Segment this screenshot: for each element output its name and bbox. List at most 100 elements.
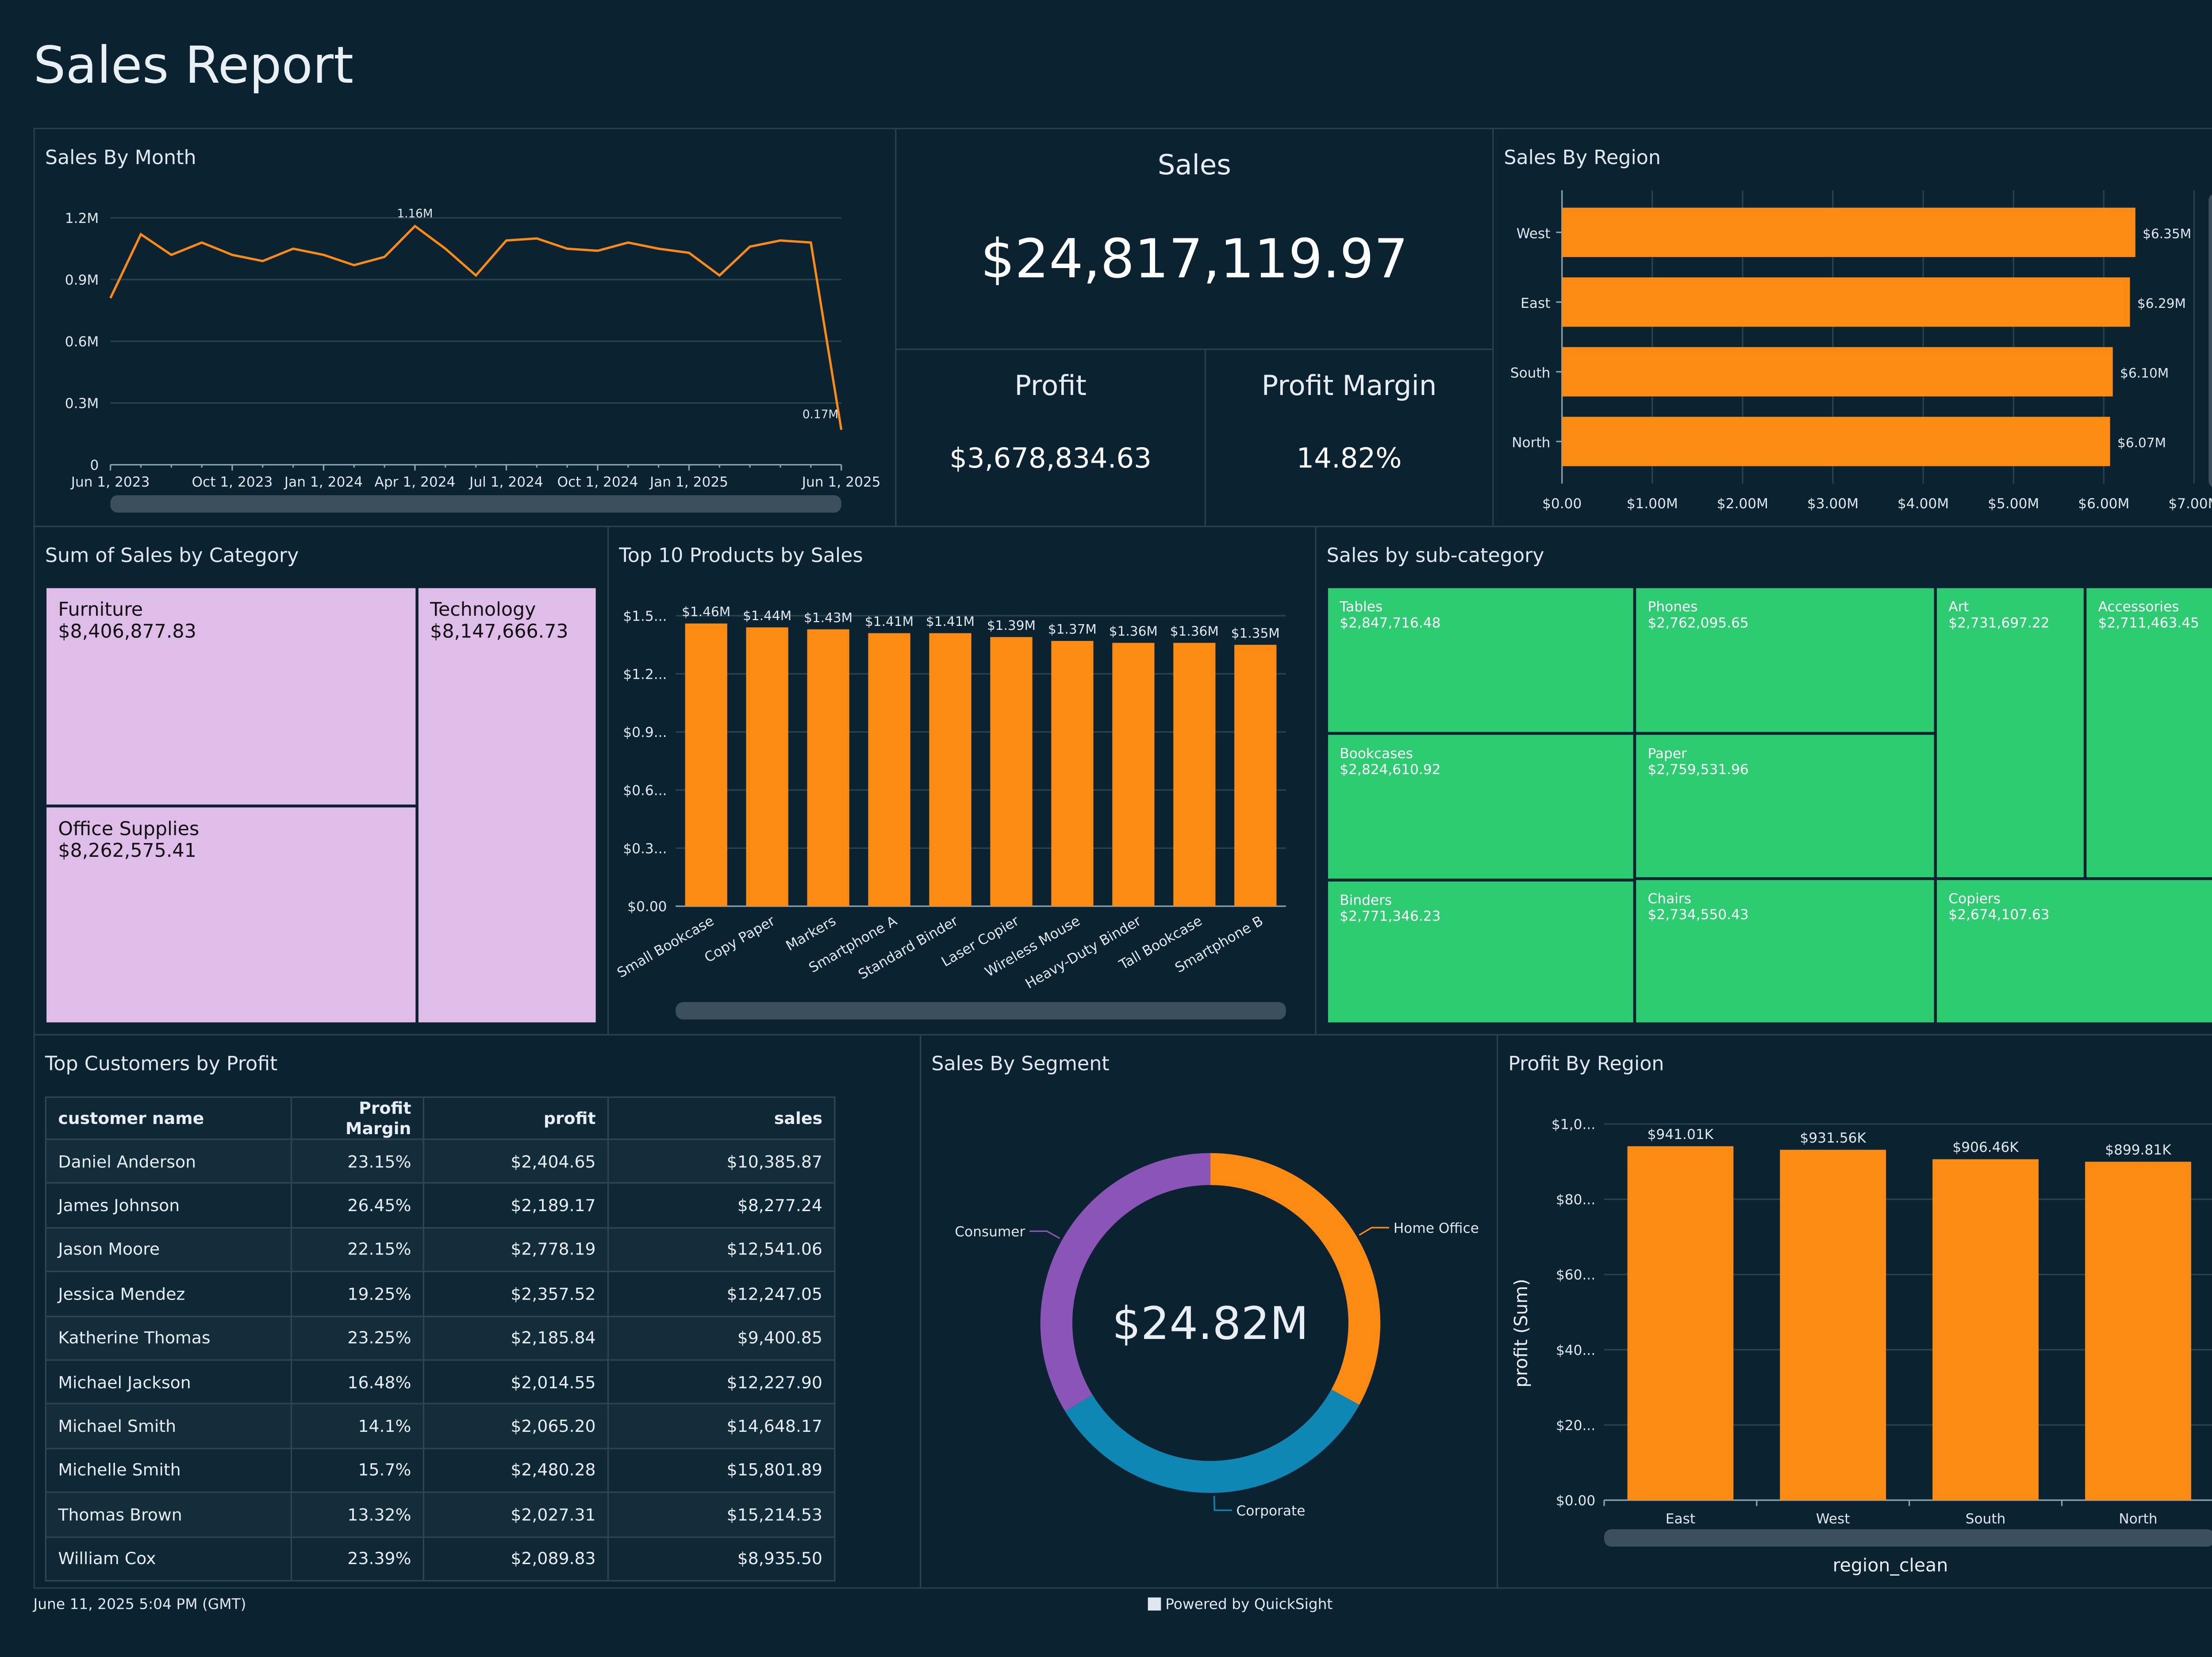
table-cell: 19.25% [290, 1271, 425, 1317]
table-row[interactable]: James Johnson 26.45% $2,189.17 $8,277.24 [45, 1182, 836, 1228]
panel-title: Sales by sub-category [1326, 545, 1544, 568]
table-cell: William Cox [45, 1535, 292, 1582]
data-label: $1.37M [1048, 622, 1097, 637]
table-row[interactable]: William Cox 23.39% $2,089.83 $8,935.50 [45, 1535, 836, 1582]
x-tick-label: $7.00M [2168, 496, 2212, 512]
col-header-customer-name[interactable]: customer name [45, 1096, 292, 1140]
kpi-sales-value: $24,817,119.97 [980, 228, 1408, 291]
treemap-tile-tables[interactable]: Tables $2,847,716.48 [1328, 588, 1633, 732]
treemap-tile-art[interactable]: Art $2,731,697.22 [1937, 588, 2084, 877]
table-cell: Michael Jackson [45, 1359, 292, 1405]
x-tick-label: Standard Binder [856, 913, 961, 983]
table-cell: Jason Moore [45, 1227, 292, 1273]
sales-by-category-panel[interactable]: Sum of Sales by Category Furniture $8,406… [33, 525, 609, 1036]
table-row[interactable]: Thomas Brown 13.32% $2,027.31 $15,214.53 [45, 1492, 836, 1538]
table-cell: $2,778.19 [422, 1227, 609, 1273]
table-cell: $12,541.06 [607, 1227, 836, 1273]
table-cell: 16.48% [290, 1359, 425, 1405]
table-cell: 23.15% [290, 1138, 425, 1185]
data-label: $941.01K [1647, 1127, 1714, 1143]
x-tick-label: West [1816, 1511, 1850, 1527]
table-cell: $14,648.17 [607, 1403, 836, 1449]
treemap-tile-copiers[interactable]: Copiers $2,674,107.63 [1937, 880, 2212, 1023]
bar-product [929, 633, 972, 906]
treemap-tile-chairs[interactable]: Chairs $2,734,550.43 [1636, 880, 1934, 1023]
table-cell: $2,357.52 [422, 1271, 609, 1317]
data-label: $1.46M [682, 604, 730, 619]
treemap-tile-bookcases[interactable]: Bookcases $2,824,610.92 [1328, 735, 1633, 879]
treemap-tile-technology[interactable]: Technology $8,147,666.73 [418, 588, 596, 1023]
treemap-tile-accessories[interactable]: Accessories $2,711,463.45 [2086, 588, 2212, 877]
top-customers-panel[interactable]: Top Customers by Profit customer name Pr… [33, 1034, 922, 1589]
tile-label: Copiers [1948, 891, 2001, 908]
data-label: $6.07M [2117, 435, 2166, 450]
table-row[interactable]: Jessica Mendez 19.25% $2,357.52 $12,247.05 [45, 1271, 836, 1317]
panel-title: Top Customers by Profit [45, 1053, 278, 1076]
table-row[interactable]: Michael Smith 14.1% $2,065.20 $14,648.17 [45, 1403, 836, 1449]
treemap-tile-paper[interactable]: Paper $2,759,531.96 [1636, 735, 1934, 877]
kpi-profit-margin-label: Profit Margin [1261, 370, 1437, 403]
table-cell: $2,014.55 [422, 1359, 609, 1405]
table-cell: $8,277.24 [607, 1182, 836, 1228]
customers-table: customer name Profit Margin profit sales… [45, 1096, 836, 1582]
x-tick-label: Jun 1, 2023 [70, 474, 150, 490]
profit-by-region-chart: $0.00 $20... $40... $60... $80... $1,0... $941… [1510, 1117, 2212, 1576]
data-point [110, 298, 111, 299]
tile-value: $2,711,463.45 [2098, 616, 2199, 632]
table-row[interactable]: Michelle Smith 15.7% $2,480.28 $15,801.89 [45, 1447, 836, 1493]
x-tick-label: Jan 1, 2025 [649, 474, 728, 490]
tile-value: $2,771,346.23 [1340, 909, 1441, 925]
tile-value: $2,759,531.96 [1647, 762, 1749, 779]
x-tick-label: North [2119, 1511, 2157, 1527]
x-tick-label: Small Bookcase [614, 913, 717, 981]
bar-east [1627, 1146, 1734, 1500]
tile-value: $2,734,550.43 [1647, 907, 1749, 924]
col-header-sales[interactable]: sales [607, 1096, 836, 1140]
top-products-panel[interactable]: Top 10 Products by Sales $0.00 $0.3... $0.… [607, 525, 1317, 1036]
treemap-tile-office-supplies[interactable]: Office Supplies $8,262,575.41 [46, 807, 416, 1023]
kpi-profit-panel[interactable]: Profit $3,678,834.63 [895, 348, 1206, 527]
tile-label: Art [1948, 599, 1969, 616]
sales-by-month-panel[interactable]: Sales By Month 0 0.3M 0.6M 0.9M 1.2M 1.16M 0.1… [33, 127, 897, 527]
kpi-profit-margin-panel[interactable]: Profit Margin 14.82% [1204, 348, 1494, 527]
sales-by-region-panel[interactable]: Sales By Region $0.00 $1.00M $2.00M $3.00M $… [1492, 127, 2212, 527]
panel-title: Top 10 Products by Sales [619, 545, 863, 568]
col-header-profit[interactable]: profit [422, 1096, 609, 1140]
y-tick-label: 0.6M [65, 334, 99, 350]
kpi-profit-label: Profit [1014, 370, 1087, 403]
kpi-sales-panel[interactable]: Sales $24,817,119.97 [895, 127, 1494, 350]
y-tick-label: $0.00 [627, 899, 667, 915]
table-row[interactable]: Daniel Anderson 23.15% $2,404.65 $10,385.87 [45, 1138, 836, 1185]
table-row[interactable]: Katherine Thomas 23.25% $2,185.84 $9,400.85 [45, 1315, 836, 1361]
table-cell: 14.1% [290, 1403, 425, 1449]
x-tick-label: Oct 1, 2023 [192, 474, 273, 490]
x-tick-label: $6.00M [2078, 496, 2129, 512]
data-label: $906.46K [1952, 1139, 2019, 1155]
table-cell: $2,404.65 [422, 1138, 609, 1185]
tile-label: Paper [1647, 746, 1687, 763]
sales-by-segment-panel[interactable]: Sales By Segment Home Office Corporate Con… [920, 1034, 1498, 1589]
bar-product [685, 623, 727, 906]
table-cell: Jessica Mendez [45, 1271, 292, 1317]
treemap-tile-binders[interactable]: Binders $2,771,346.23 [1328, 881, 1633, 1023]
sales-by-month-chart: 0 0.3M 0.6M 0.9M 1.2M 1.16M 0.17M Jun 1, 2023 Oc… [65, 207, 881, 513]
table-cell: $2,089.83 [422, 1535, 609, 1582]
scrollbar-h [110, 495, 841, 513]
bar-west [1780, 1150, 1886, 1500]
data-label: $6.29M [2137, 296, 2186, 311]
table-row[interactable]: Jason Moore 22.15% $2,778.19 $12,541.06 [45, 1227, 836, 1273]
sales-by-subcategory-panel[interactable]: Sales by sub-category Tables $2,847,716.4… [1315, 525, 2212, 1036]
col-header-profit-margin[interactable]: Profit Margin [290, 1096, 425, 1140]
table-cell: Thomas Brown [45, 1492, 292, 1538]
data-label: $1.41M [865, 614, 914, 629]
treemap-tile-phones[interactable]: Phones $2,762,095.65 [1636, 588, 1934, 732]
profit-by-region-panel[interactable]: Profit By Region $0.00 $20... $40... $60...… [1496, 1034, 2212, 1589]
treemap-tile-furniture[interactable]: Furniture $8,406,877.83 [46, 588, 416, 805]
panel-title: Sales By Region [1504, 146, 1661, 170]
table-cell: $8,935.50 [607, 1535, 836, 1582]
y-tick-label: $80... [1556, 1192, 1595, 1208]
bar-south [1932, 1159, 2039, 1500]
table-row[interactable]: Michael Jackson 16.48% $2,014.55 $12,227.90 [45, 1359, 836, 1405]
y-tick-label: $1.2... [623, 667, 667, 683]
